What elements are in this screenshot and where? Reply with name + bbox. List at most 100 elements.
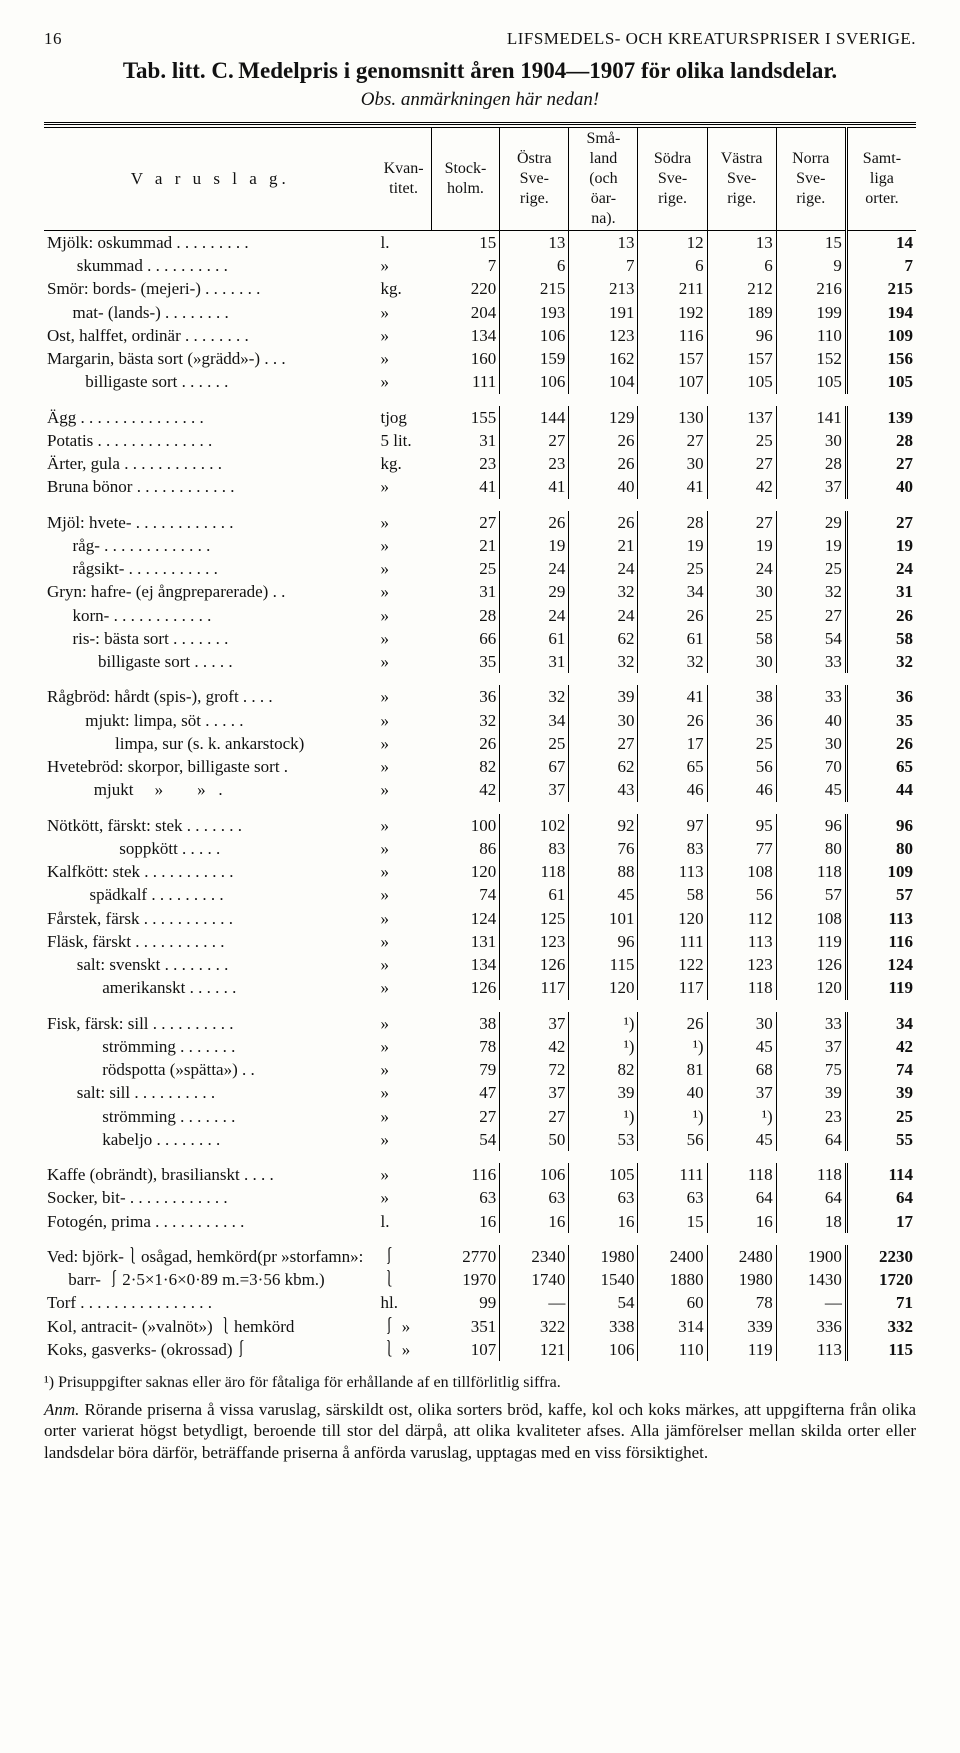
cell: 105	[707, 370, 776, 393]
cell: 23	[776, 1105, 846, 1128]
row-label: Rågbröd: hårdt (spis-), groft . . . .	[44, 685, 376, 708]
cell: 102	[500, 814, 569, 837]
cell: 117	[638, 976, 707, 999]
cell: 157	[707, 347, 776, 370]
row-unit: »	[376, 324, 431, 347]
cell: 99	[431, 1291, 500, 1314]
cell: 56	[707, 883, 776, 906]
table-row: skummad . . . . . . . . . .»7676697	[44, 254, 916, 277]
cell: 332	[846, 1315, 916, 1338]
row-label: barr- ⎰2·5×1·6×0·89 m.=3·56 kbm.)	[44, 1268, 376, 1291]
page-number: 16	[44, 28, 62, 49]
cell: 123	[569, 324, 638, 347]
table-row: Margarin, bästa sort (»grädd»-) . . .»16…	[44, 347, 916, 370]
cell: 6	[707, 254, 776, 277]
row-label: strömming . . . . . . .	[44, 1035, 376, 1058]
cell: 19	[500, 534, 569, 557]
remark-lead: Anm.	[44, 1400, 79, 1419]
cell: 215	[500, 277, 569, 300]
cell: 106	[569, 1338, 638, 1361]
cell: 109	[846, 860, 916, 883]
cell: 1430	[776, 1268, 846, 1291]
col-stockholm: Stock- holm.	[431, 127, 500, 230]
row-label: billigaste sort . . . . .	[44, 650, 376, 673]
cell: 70	[776, 755, 846, 778]
cell: 116	[431, 1163, 500, 1186]
row-label: amerikanskt . . . . . .	[44, 976, 376, 999]
cell: 40	[638, 1081, 707, 1104]
cell: 79	[431, 1058, 500, 1081]
cell: 134	[431, 953, 500, 976]
cell: 24	[846, 557, 916, 580]
cell: 1540	[569, 1268, 638, 1291]
cell: 24	[707, 557, 776, 580]
cell: 113	[776, 1338, 846, 1361]
cell: 126	[776, 953, 846, 976]
row-unit: »	[376, 1081, 431, 1104]
cell: 97	[638, 814, 707, 837]
table-row: Fläsk, färskt . . . . . . . . . . .»1311…	[44, 930, 916, 953]
row-unit: »	[376, 580, 431, 603]
cell: 118	[776, 860, 846, 883]
cell: 36	[431, 685, 500, 708]
table-row: mjukt » » .»42374346464544	[44, 778, 916, 801]
table-row: salt: sill . . . . . . . . . .»473739403…	[44, 1081, 916, 1104]
cell: 74	[846, 1058, 916, 1081]
cell: 105	[846, 370, 916, 393]
cell: 120	[569, 976, 638, 999]
cell: 124	[846, 953, 916, 976]
cell: 63	[500, 1186, 569, 1209]
cell: 77	[707, 837, 776, 860]
cell: 35	[431, 650, 500, 673]
cell: 75	[776, 1058, 846, 1081]
cell: 338	[569, 1315, 638, 1338]
cell: 86	[431, 837, 500, 860]
row-unit: »	[376, 930, 431, 953]
cell: 32	[776, 580, 846, 603]
cell: 23	[431, 452, 500, 475]
cell: 30	[776, 429, 846, 452]
cell: 39	[569, 685, 638, 708]
main-title: Medelpris i genomsnitt åren 1904—1907 fö…	[238, 58, 837, 83]
table-row: barr- ⎰2·5×1·6×0·89 m.=3·56 kbm.)⎱197017…	[44, 1268, 916, 1291]
cell: 19	[638, 534, 707, 557]
cell: 17	[638, 732, 707, 755]
cell: 119	[846, 976, 916, 999]
cell: 61	[500, 627, 569, 650]
cell: 211	[638, 277, 707, 300]
cell: 25	[638, 557, 707, 580]
cell: 19	[846, 534, 916, 557]
cell: 37	[776, 475, 846, 498]
col-vastra: Västra Sve- rige.	[707, 127, 776, 230]
row-label: limpa, sur (s. k. ankarstock)	[44, 732, 376, 755]
row-label: spädkalf . . . . . . . . .	[44, 883, 376, 906]
cell: 129	[569, 406, 638, 429]
tab-litt: Tab. litt. C.	[123, 58, 234, 83]
table-row: Ägg . . . . . . . . . . . . . . .tjog155…	[44, 406, 916, 429]
cell: 76	[569, 837, 638, 860]
cell: 37	[707, 1081, 776, 1104]
cell: 26	[638, 1012, 707, 1035]
cell: 27	[707, 511, 776, 534]
remark-text: Rörande priserna å vissa varuslag, särsk…	[44, 1400, 916, 1462]
top-rule	[44, 122, 916, 125]
cell: 24	[500, 604, 569, 627]
cell: 123	[500, 930, 569, 953]
table-row: limpa, sur (s. k. ankarstock)»2625271725…	[44, 732, 916, 755]
cell: 65	[846, 755, 916, 778]
row-unit: »	[376, 604, 431, 627]
cell: 25	[707, 429, 776, 452]
cell: 157	[638, 347, 707, 370]
cell: 55	[846, 1128, 916, 1151]
table-row: Torf . . . . . . . . . . . . . . . .hl.9…	[44, 1291, 916, 1314]
cell: 31	[846, 580, 916, 603]
row-unit: »	[376, 814, 431, 837]
table-row	[44, 673, 916, 685]
table-row: Socker, bit- . . . . . . . . . . . .»636…	[44, 1186, 916, 1209]
cell: 26	[846, 732, 916, 755]
cell: 27	[846, 511, 916, 534]
price-table: V a r u s l a g. Kvan- titet. Stock- hol…	[44, 127, 916, 1361]
row-label: Fisk, färsk: sill . . . . . . . . . .	[44, 1012, 376, 1035]
col-samtliga: Samt- liga orter.	[846, 127, 916, 230]
cell: 155	[431, 406, 500, 429]
